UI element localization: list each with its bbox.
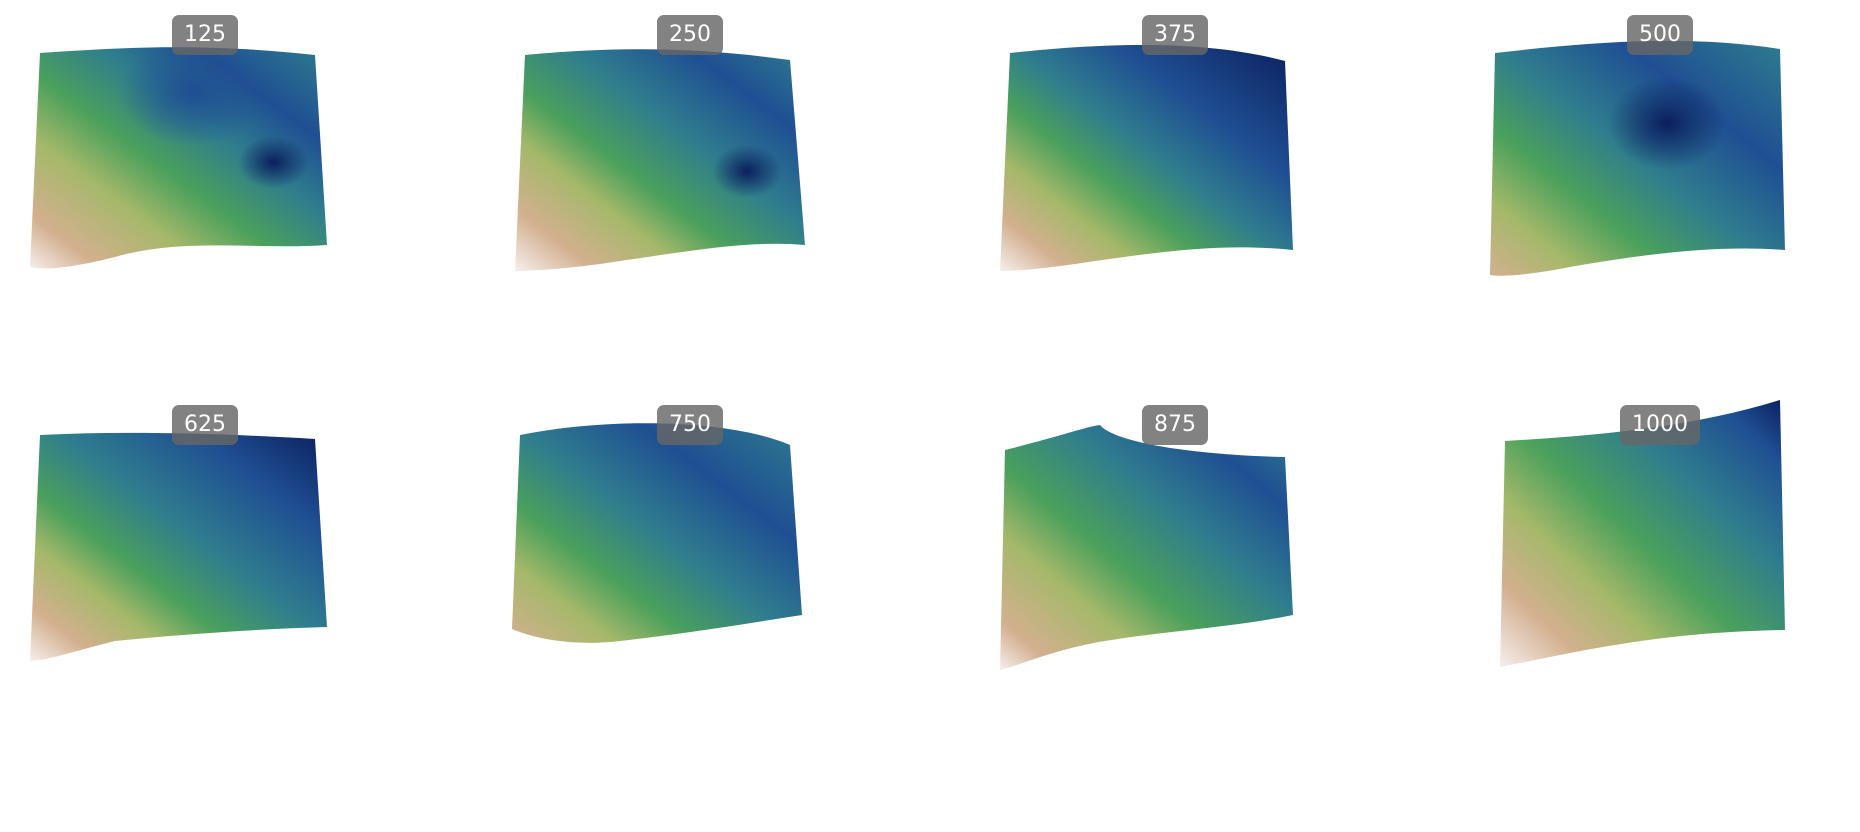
surface-panel-2: 250 xyxy=(490,5,890,335)
surface-panel-7: 875 xyxy=(975,395,1375,725)
surface-plot-6 xyxy=(512,423,802,643)
step-label: 750 xyxy=(657,405,723,445)
surface-mesh xyxy=(512,423,802,643)
step-label: 125 xyxy=(172,15,238,55)
step-label: 500 xyxy=(1627,15,1693,55)
step-label: 1000 xyxy=(1620,405,1700,445)
surface-panel-3: 375 xyxy=(975,5,1375,335)
surface-mesh xyxy=(30,432,327,661)
step-label: 250 xyxy=(657,15,723,55)
step-label: 625 xyxy=(172,405,238,445)
surface-plot-1 xyxy=(30,47,327,269)
surface-mesh xyxy=(1500,400,1785,667)
surface-panel-1: 125 xyxy=(5,5,405,335)
step-label: 875 xyxy=(1142,405,1208,445)
surface-mesh xyxy=(1000,45,1293,271)
surface-plot-4 xyxy=(1490,40,1785,276)
surface-plot-8 xyxy=(1500,400,1785,667)
surface-panel-4: 500 xyxy=(1460,5,1860,335)
surface-panel-6: 750 xyxy=(490,395,890,725)
surface-mesh xyxy=(1000,425,1293,670)
surface-plot-7 xyxy=(1000,425,1293,670)
surface-plot-3 xyxy=(1000,45,1293,271)
surface-panel-8: 1000 xyxy=(1460,395,1860,725)
surface-plot-5 xyxy=(30,432,327,661)
surface-panel-5: 625 xyxy=(5,395,405,725)
step-label: 375 xyxy=(1142,15,1208,55)
surface-plot-2 xyxy=(515,49,805,271)
